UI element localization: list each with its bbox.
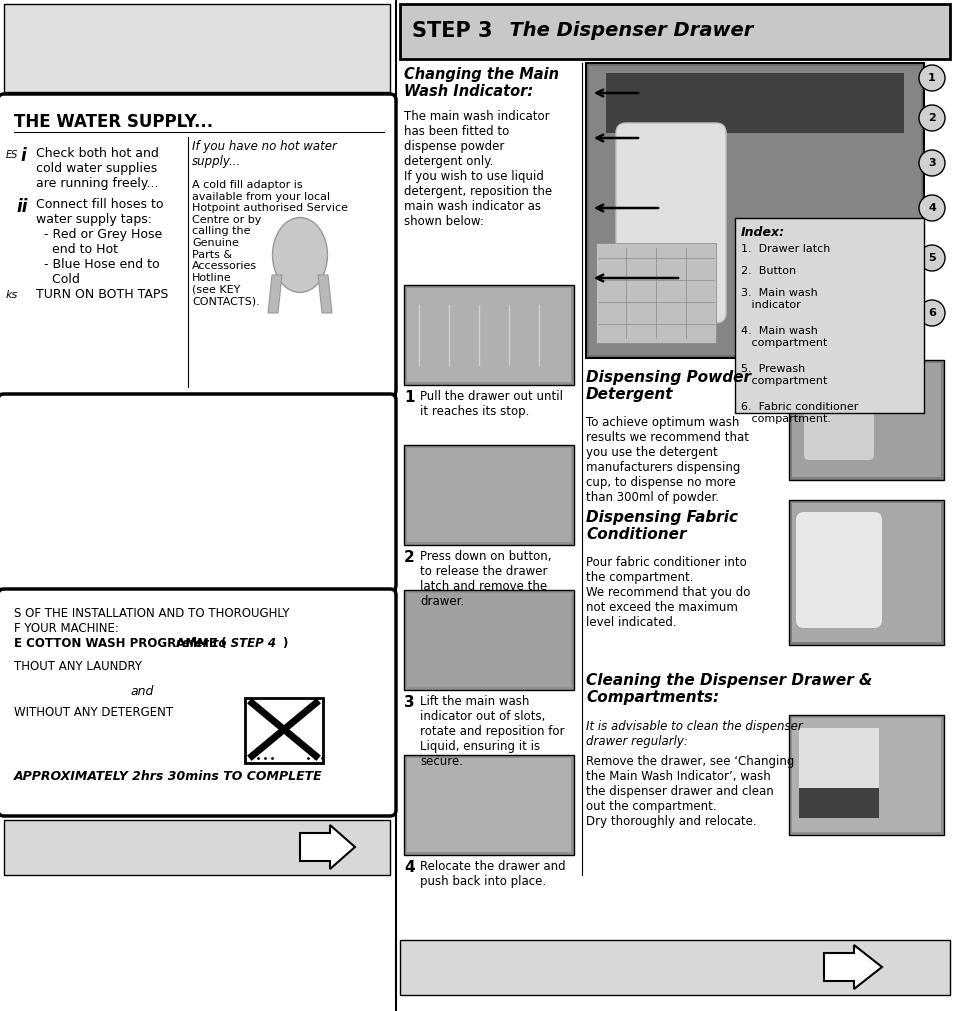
Text: F YOUR MACHINE:: F YOUR MACHINE:: [14, 622, 119, 635]
Circle shape: [918, 105, 944, 131]
Text: WITHOUT ANY DETERGENT: WITHOUT ANY DETERGENT: [14, 706, 172, 719]
FancyBboxPatch shape: [0, 94, 395, 396]
Bar: [791, 503, 940, 642]
FancyBboxPatch shape: [616, 123, 725, 323]
Circle shape: [918, 65, 944, 91]
Bar: [788, 715, 943, 835]
Text: 4: 4: [927, 203, 935, 213]
Text: 6: 6: [927, 308, 935, 318]
Bar: [799, 728, 878, 788]
Bar: [403, 755, 574, 855]
Bar: [399, 4, 949, 59]
Text: Index:: Index:: [740, 226, 784, 239]
Text: ks: ks: [6, 290, 18, 300]
Circle shape: [918, 150, 944, 176]
Polygon shape: [317, 275, 332, 313]
Text: ): ): [282, 637, 287, 650]
Bar: [407, 593, 571, 687]
Bar: [407, 758, 571, 852]
Bar: [245, 698, 323, 763]
Text: Pour fabric conditioner into
the compartment.
We recommend that you do
not excee: Pour fabric conditioner into the compart…: [585, 556, 750, 629]
Bar: [403, 590, 574, 690]
Text: Pull the drawer out until
it reaches its stop.: Pull the drawer out until it reaches its…: [419, 390, 562, 418]
Bar: [585, 63, 923, 358]
Bar: [403, 445, 574, 545]
Text: 3: 3: [927, 158, 935, 168]
Polygon shape: [268, 275, 282, 313]
Text: Lift the main wash
indicator out of slots,
rotate and reposition for
Liquid, ens: Lift the main wash indicator out of slot…: [419, 695, 564, 768]
Bar: [799, 788, 878, 818]
Text: It is advisable to clean the dispenser
drawer regularly:: It is advisable to clean the dispenser d…: [585, 720, 801, 748]
Bar: [399, 940, 949, 995]
FancyBboxPatch shape: [803, 370, 873, 460]
Bar: [734, 218, 923, 413]
Bar: [596, 243, 716, 343]
Bar: [4, 820, 390, 875]
Bar: [791, 363, 940, 477]
Text: and: and: [130, 685, 153, 698]
Text: To achieve optimum wash
results we recommend that
you use the detergent
manufact: To achieve optimum wash results we recom…: [585, 416, 748, 504]
Text: 3: 3: [403, 695, 415, 710]
Text: 4.  Main wash
   compartment: 4. Main wash compartment: [740, 326, 826, 348]
FancyBboxPatch shape: [0, 394, 395, 591]
Text: A cold fill adaptor is
available from your local
Hotpoint authorised Service
Cen: A cold fill adaptor is available from yo…: [192, 180, 348, 306]
Polygon shape: [823, 945, 882, 989]
Text: 4: 4: [403, 860, 415, 875]
Text: ES: ES: [6, 150, 18, 160]
Text: Relocate the drawer and
push back into place.: Relocate the drawer and push back into p…: [419, 860, 565, 888]
Text: Changing the Main
Wash Indicator:: Changing the Main Wash Indicator:: [403, 67, 558, 99]
Text: Dispensing Fabric
Conditioner: Dispensing Fabric Conditioner: [585, 510, 738, 542]
Bar: [791, 718, 940, 832]
Text: If you have no hot water
supply...: If you have no hot water supply...: [192, 140, 336, 168]
Bar: [403, 285, 574, 385]
Text: The Dispenser Drawer: The Dispenser Drawer: [496, 21, 753, 40]
Text: 5: 5: [927, 253, 935, 263]
Circle shape: [918, 245, 944, 271]
Bar: [788, 500, 943, 645]
Text: Check both hot and
cold water supplies
are running freely...: Check both hot and cold water supplies a…: [36, 147, 159, 190]
FancyBboxPatch shape: [795, 512, 882, 628]
Text: 1: 1: [403, 390, 414, 405]
Text: THOUT ANY LAUNDRY: THOUT ANY LAUNDRY: [14, 660, 142, 673]
Bar: [407, 288, 571, 382]
Bar: [605, 73, 903, 133]
Text: Connect fill hoses to
water supply taps:
  - Red or Grey Hose
    end to Hot
  -: Connect fill hoses to water supply taps:…: [36, 198, 168, 301]
Text: Cleaning the Dispenser Drawer &
Compartments:: Cleaning the Dispenser Drawer & Compartm…: [585, 673, 871, 706]
Text: THE WATER SUPPLY...: THE WATER SUPPLY...: [14, 113, 213, 131]
Text: 6.  Fabric conditioner
   compartment.: 6. Fabric conditioner compartment.: [740, 402, 858, 424]
FancyBboxPatch shape: [0, 589, 395, 816]
Text: 1.  Drawer latch: 1. Drawer latch: [740, 244, 829, 254]
Text: S OF THE INSTALLATION AND TO THOROUGHLY: S OF THE INSTALLATION AND TO THOROUGHLY: [14, 607, 289, 620]
Bar: [788, 360, 943, 480]
Text: The main wash indicator
has been fitted to
dispense powder
detergent only.
If yo: The main wash indicator has been fitted …: [403, 110, 552, 228]
Text: Remove the drawer, see ‘Changing
the Main Wash Indicator’, wash
the dispenser dr: Remove the drawer, see ‘Changing the Mai…: [585, 755, 794, 828]
Text: E COTTON WASH PROGRAMME (: E COTTON WASH PROGRAMME (: [14, 637, 226, 650]
Circle shape: [918, 195, 944, 221]
Text: Press down on button,
to release the drawer
latch and remove the
drawer.: Press down on button, to release the dra…: [419, 550, 551, 608]
Text: i: i: [20, 147, 26, 165]
Text: ii: ii: [16, 198, 28, 216]
Text: 2: 2: [927, 113, 935, 123]
Ellipse shape: [273, 217, 327, 292]
Text: refer to STEP 4: refer to STEP 4: [175, 637, 275, 650]
Bar: [588, 66, 920, 355]
Text: 3.  Main wash
   indicator: 3. Main wash indicator: [740, 288, 817, 309]
Text: 5.  Prewash
   compartment: 5. Prewash compartment: [740, 364, 826, 385]
Text: 2.  Button: 2. Button: [740, 266, 796, 276]
Bar: [407, 448, 571, 542]
Text: 2: 2: [403, 550, 415, 565]
Polygon shape: [299, 825, 355, 869]
Circle shape: [918, 300, 944, 326]
Text: 1: 1: [927, 73, 935, 83]
Text: APPROXIMATELY 2hrs 30mins TO COMPLETE: APPROXIMATELY 2hrs 30mins TO COMPLETE: [14, 770, 322, 783]
Text: Dispensing Powder
Detergent: Dispensing Powder Detergent: [585, 370, 750, 402]
Bar: [4, 4, 390, 92]
Text: STEP 3: STEP 3: [412, 21, 492, 41]
